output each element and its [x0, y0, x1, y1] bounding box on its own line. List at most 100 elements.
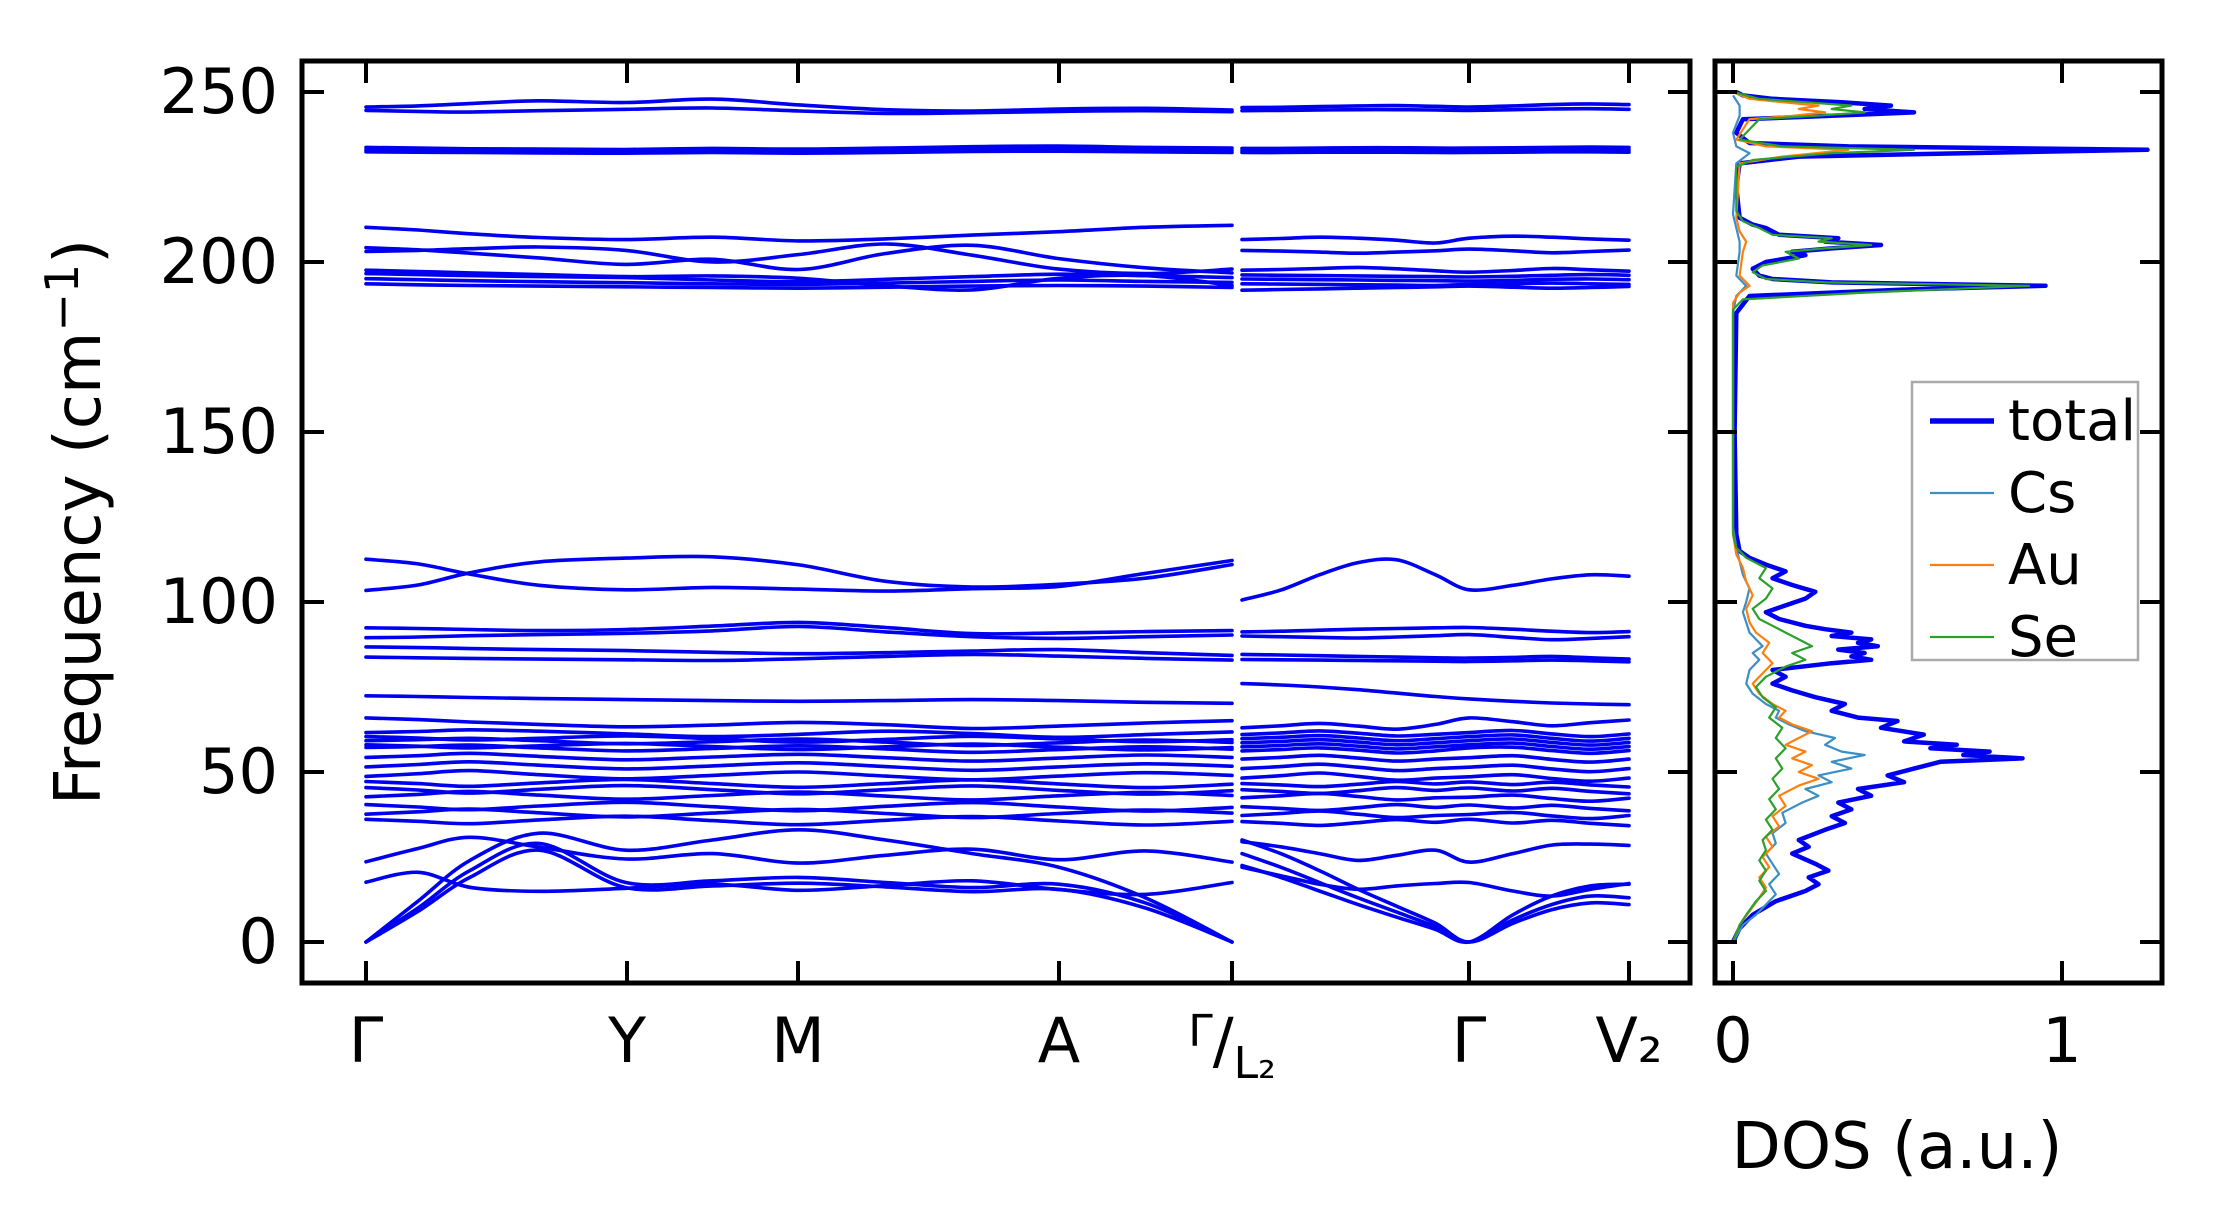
phonon-band-line [1240, 863, 1631, 945]
phonon-band-line [364, 271, 1234, 284]
band-panel-frame [299, 58, 1693, 986]
phonon-band-line [1240, 817, 1631, 828]
phonon-band-line [364, 827, 1234, 944]
legend-label-cs: Cs [2008, 461, 2076, 526]
phonon-band-line [1240, 284, 1631, 292]
phonon-band-line [364, 282, 1234, 291]
phonon-band-line [1240, 779, 1631, 789]
phonon-band-line [364, 268, 1234, 292]
phonon-band-line [1240, 625, 1631, 635]
legend-label-total: total [2008, 389, 2136, 454]
phonon-band-line [1240, 762, 1631, 774]
phonon-band-line [1240, 681, 1631, 707]
phonon-band-line [1240, 753, 1631, 764]
dos-curve-au [1731, 90, 1850, 943]
phonon-band-line [364, 242, 1234, 276]
dos-x-tick-label: 1 [2042, 1004, 2081, 1077]
phonon-band-line [364, 276, 1234, 287]
phonon-band-line [364, 243, 1234, 275]
dos-x-tick-label: 0 [1713, 1004, 1752, 1077]
phonon-band-line [1240, 145, 1631, 151]
phonon-band-line [1240, 265, 1631, 275]
phonon-band-line [1240, 802, 1631, 813]
phonon-band-line [1240, 741, 1631, 752]
phonon-band-line [364, 814, 1234, 827]
phonon-band-line [1240, 557, 1631, 602]
phonon-band-line [364, 841, 1234, 944]
phonon-band-line [1240, 716, 1631, 732]
phonon-band-line [364, 807, 1234, 820]
y-tick-label: 200 [160, 225, 278, 298]
y-tick-label: 250 [160, 55, 278, 128]
phonon-band-line [364, 789, 1234, 802]
x-tick-label: Γ [1452, 1004, 1487, 1077]
phonon-band-line [1240, 277, 1631, 283]
y-tick-label: 50 [199, 735, 278, 808]
tick-labels-group: 0 50 100 150 200 250 Γ Y M A Γ/L₂ Γ V₂ 0 1 [160, 55, 2082, 1089]
phonon-band-line [1240, 771, 1631, 784]
legend-label-au: Au [2008, 533, 2082, 598]
x-tick-label: Γ/L₂ [1188, 1004, 1276, 1089]
phonon-band-line [1240, 652, 1631, 661]
dos-panel-frame [1712, 58, 2165, 986]
phonon-band-line [364, 727, 1234, 740]
legend: total Cs Au Se [1910, 380, 2140, 670]
phonon-band-line [364, 97, 1234, 113]
x-tick-label: A [1038, 1004, 1080, 1077]
phonon-band-line [1240, 632, 1631, 642]
x-tick-label: Γ [349, 1004, 384, 1077]
phonon-band-line [1240, 809, 1631, 821]
phonon-band-line [1240, 102, 1631, 110]
phonon-band-line [364, 144, 1234, 152]
x-tick-label: M [771, 1004, 825, 1077]
phonon-band-line [364, 736, 1234, 748]
phonon-band-line [364, 751, 1234, 763]
phonon-band-line [364, 624, 1234, 641]
dos-curve-se [1731, 90, 2031, 943]
phonon-band-line [364, 848, 1234, 944]
y-tick-label: 0 [239, 905, 278, 978]
dos-curves-group [1730, 89, 2150, 943]
legend-label-se: Se [2008, 605, 2078, 670]
phonon-band-line [364, 835, 1234, 865]
phonon-band-line [1240, 838, 1631, 944]
phonon-band-line [1240, 247, 1631, 256]
phonon-band-line [364, 743, 1234, 755]
phonon-band-line [364, 645, 1234, 658]
phonon-band-line [1240, 106, 1631, 113]
dos-x-axis-label: DOS (a.u.) [1731, 1110, 2062, 1184]
phonon-band-line [364, 768, 1234, 782]
phonon-band-line [364, 759, 1234, 773]
phonon-band-line [1240, 865, 1631, 898]
legend-box [1910, 380, 2140, 662]
phonon-band-line [364, 554, 1234, 593]
phonon-band-line [1240, 737, 1631, 747]
x-tick-label: V₂ [1595, 1004, 1662, 1077]
y-tick-label: 150 [160, 395, 278, 468]
phonon-band-line [364, 149, 1234, 156]
phonon-band-line [364, 694, 1234, 706]
phonon-band-line [364, 106, 1234, 116]
phonon-band-line [1240, 147, 1631, 153]
phonon-band-line [364, 620, 1234, 636]
phonon-band-line [1240, 234, 1631, 245]
x-tick-label: Y [607, 1004, 646, 1077]
band-lines-group [364, 97, 1631, 945]
phonon-band-line [364, 223, 1234, 243]
phonon-band-line [1240, 272, 1631, 279]
y-tick-label: 100 [160, 565, 278, 638]
phonon-band-line [364, 777, 1234, 790]
phonon-band-line [1240, 728, 1631, 739]
phonon-band-line [1240, 791, 1631, 804]
phonon-band-line [364, 652, 1234, 663]
phonon-band-line [1240, 745, 1631, 756]
dos-curve-total [1730, 89, 2150, 943]
y-axis-label: Frequency (cm−1) [35, 239, 116, 805]
phonon-band-line [1240, 733, 1631, 743]
phonon-band-line [1240, 839, 1631, 864]
phonon-band-line [364, 716, 1234, 731]
phonon-band-line [1240, 657, 1631, 664]
dos-curve-cs [1731, 94, 1866, 943]
